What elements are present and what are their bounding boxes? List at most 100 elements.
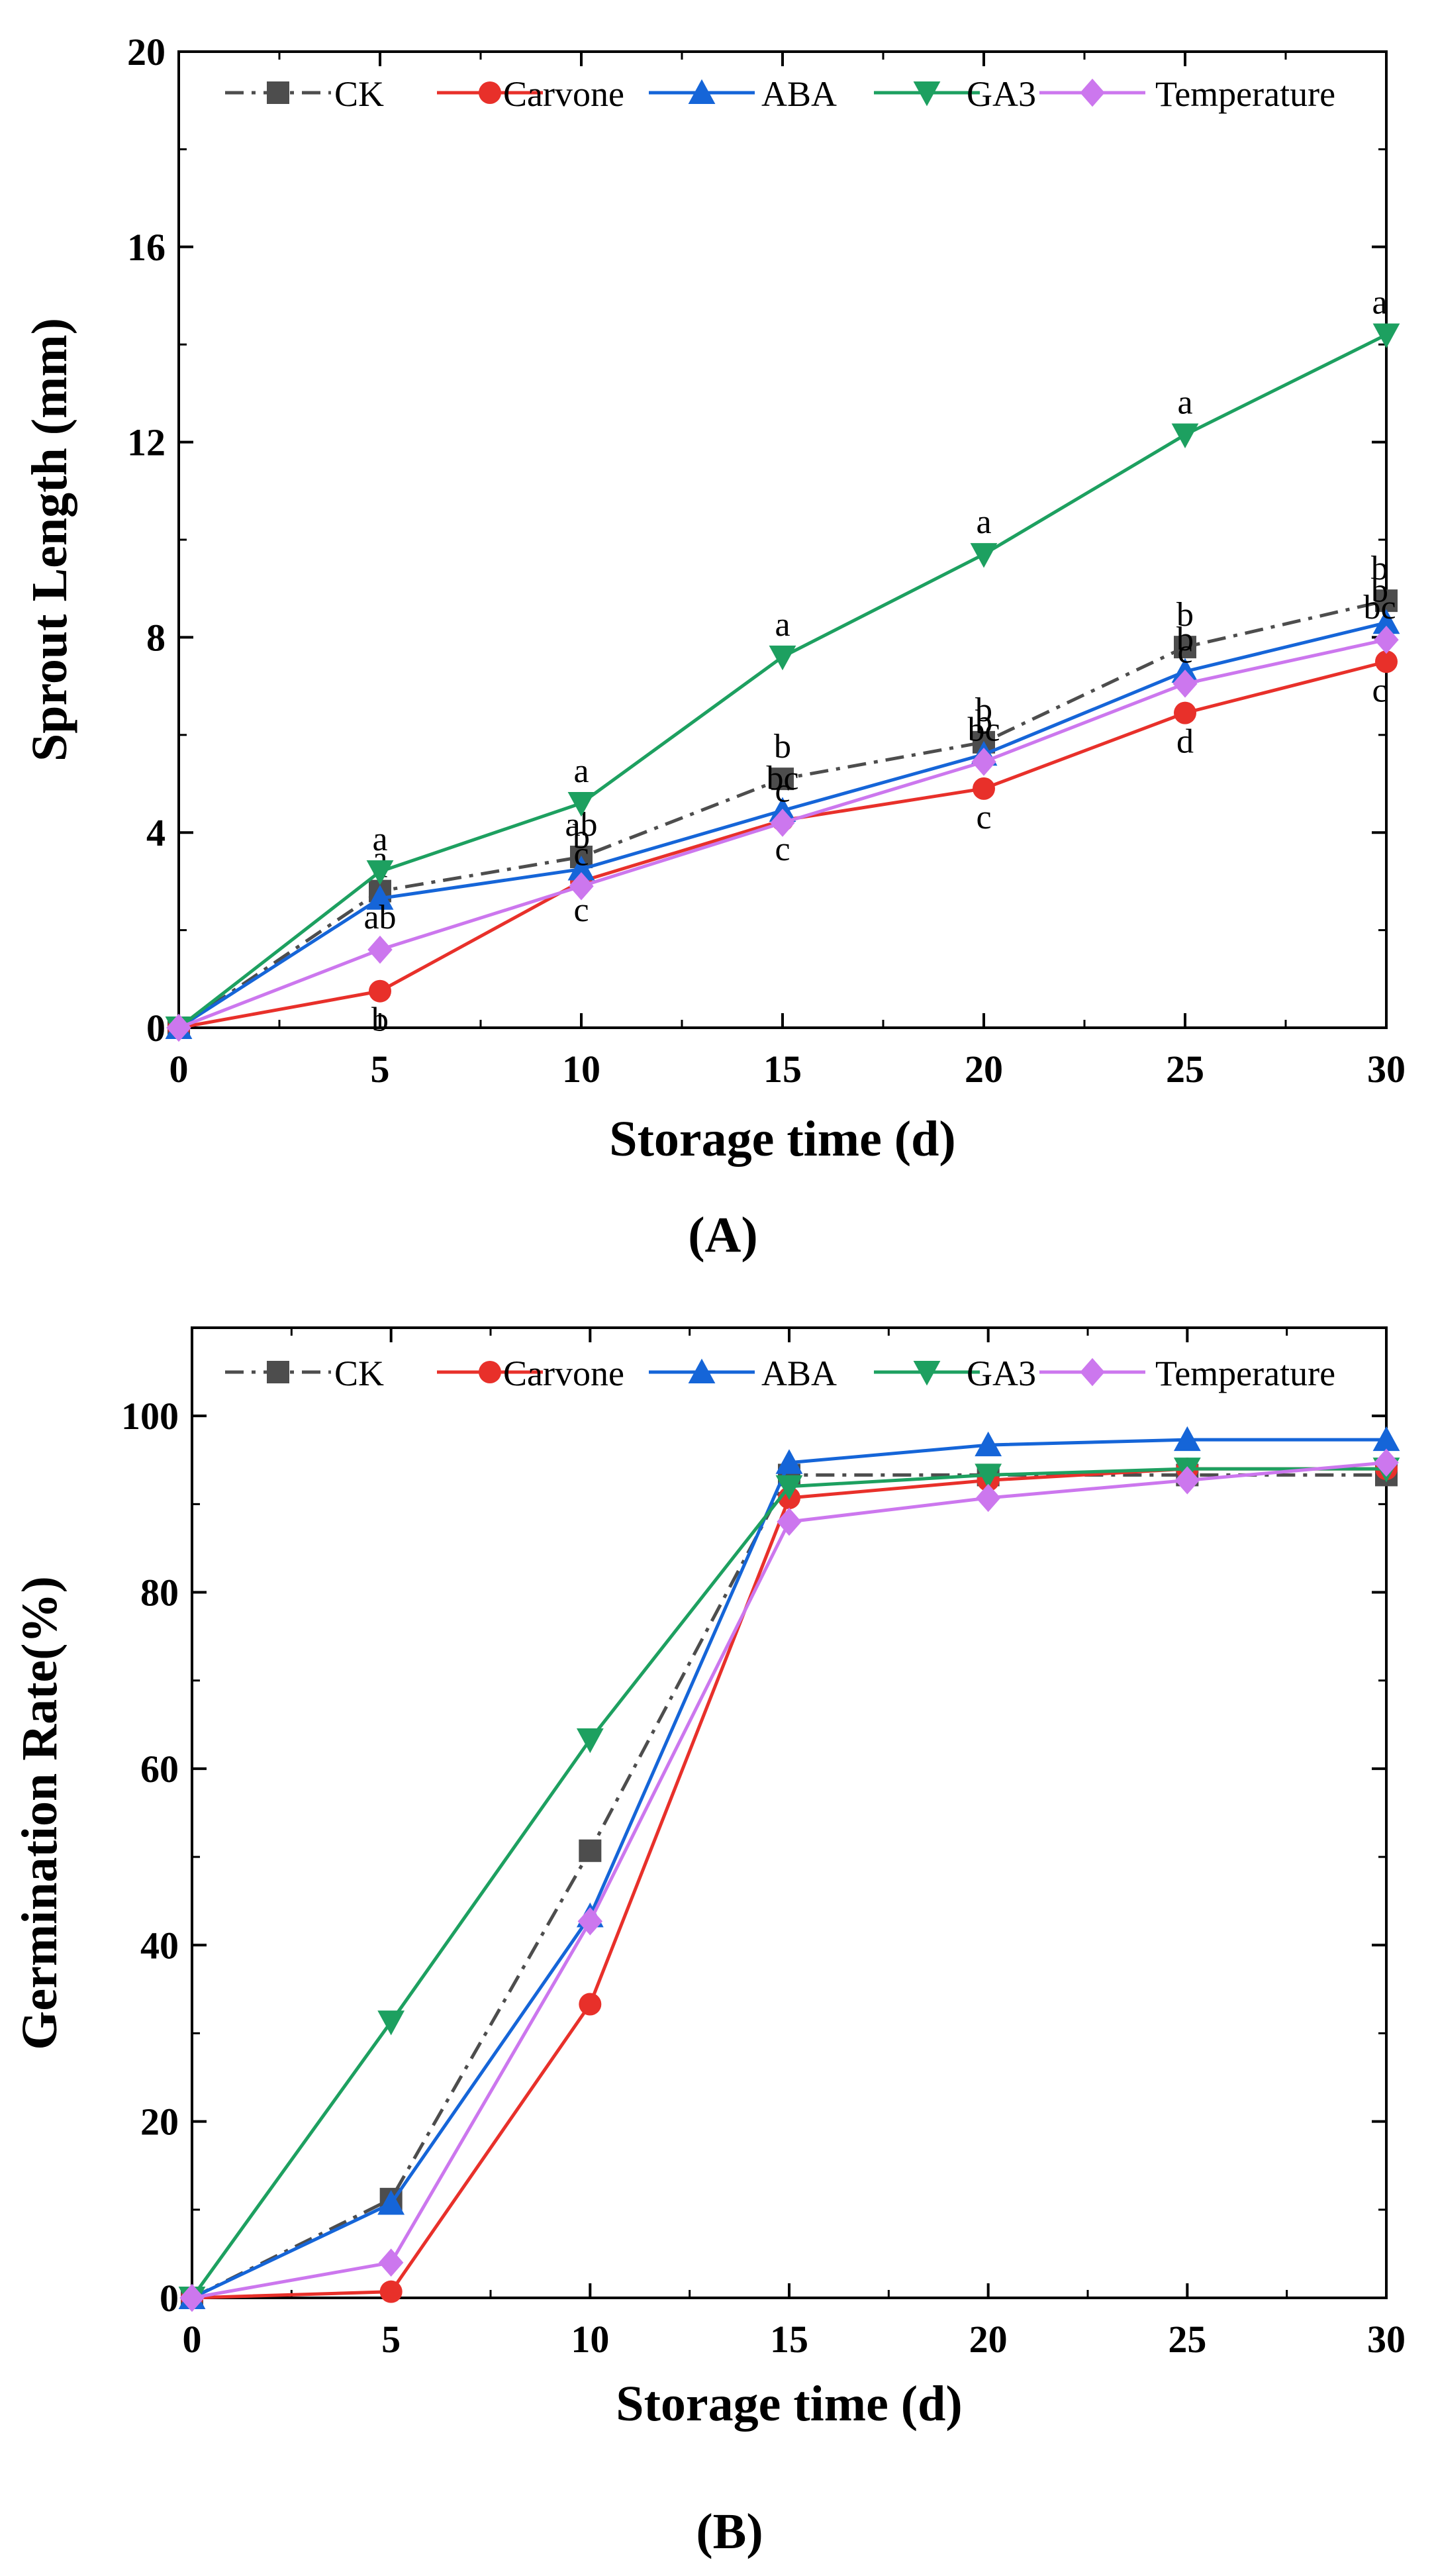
significance-letter: a <box>1177 384 1192 422</box>
x-tick-label: 10 <box>562 1048 600 1091</box>
significance-letter: c <box>775 771 790 809</box>
data-point <box>1375 589 1398 613</box>
data-point <box>769 645 796 671</box>
data-point <box>975 1431 1002 1457</box>
data-point <box>1372 1426 1400 1452</box>
y-tick-label: 40 <box>140 1924 179 1967</box>
y-tick-label: 20 <box>127 30 166 74</box>
significance-letter: a <box>976 503 991 541</box>
series-ga3: GA3 <box>178 1354 1400 2312</box>
x-tick-label: 5 <box>371 1048 390 1091</box>
data-point <box>775 1449 803 1474</box>
legend-marker <box>1080 78 1105 107</box>
series-temperature: Temperature <box>179 1354 1399 2312</box>
significance-letter: d <box>1176 723 1194 761</box>
data-point <box>770 809 795 837</box>
significance-letter: ab <box>363 899 396 936</box>
x-tick-label: 0 <box>169 1048 189 1091</box>
legend-marker <box>688 79 716 104</box>
data-point <box>1171 423 1199 448</box>
significance-letter: a <box>573 752 589 790</box>
x-tick-label: 25 <box>1168 2318 1206 2361</box>
legend-label: ABA <box>761 1354 837 1393</box>
y-tick-label: 12 <box>127 421 166 464</box>
y-tick-label: 0 <box>146 1007 166 1050</box>
data-point <box>179 2283 205 2312</box>
significance-letter: b <box>1176 596 1194 634</box>
legend-marker <box>688 1358 716 1383</box>
data-point <box>1372 323 1400 348</box>
y-tick-label: 60 <box>140 1748 179 1791</box>
legend-label: ABA <box>761 74 837 114</box>
x-tick-label: 20 <box>969 2318 1008 2361</box>
panel-label: (A) <box>688 1207 758 1263</box>
significance-letter: b <box>1371 571 1388 609</box>
data-point <box>1374 1448 1399 1477</box>
data-point <box>579 1993 602 2016</box>
data-point <box>1375 650 1398 673</box>
significance-letter: a <box>372 820 387 858</box>
data-point <box>366 885 394 910</box>
legend-marker <box>913 1361 941 1386</box>
data-point <box>579 1839 602 1862</box>
data-point <box>971 748 996 776</box>
significance-letter: bc <box>967 711 1000 748</box>
series-aba: abbcbbbABA <box>165 74 1400 1039</box>
significance-letter: b <box>774 728 791 766</box>
y-tick-label: 0 <box>160 2277 179 2320</box>
legend-label: CK <box>334 1354 384 1393</box>
significance-letter: c <box>1177 632 1192 670</box>
significance-letter: c <box>1372 671 1387 709</box>
significance-letter: b <box>371 1001 389 1039</box>
data-point <box>379 2280 403 2303</box>
significance-letter: a <box>775 606 790 644</box>
plot-frame <box>177 50 1388 1029</box>
data-point <box>577 1907 603 1936</box>
data-point <box>166 1013 191 1042</box>
data-point <box>369 979 391 1003</box>
significance-letter: bc <box>766 760 798 797</box>
y-axis-title: Sprout Length (mm) <box>22 318 77 762</box>
series-line <box>191 1461 1387 2300</box>
significance-letter: b <box>573 818 590 856</box>
legend-label: Carvone <box>503 1354 624 1393</box>
x-tick-label: 15 <box>763 1048 802 1091</box>
y-tick-label: 16 <box>127 226 166 269</box>
data-point <box>377 2010 405 2036</box>
series-line <box>191 1467 1386 2300</box>
data-point <box>377 2190 405 2215</box>
x-axis-title: Storage time (d) <box>609 1111 955 1167</box>
significance-letter: c <box>976 799 991 836</box>
x-tick-label: 15 <box>770 2318 808 2361</box>
y-tick-label: 20 <box>140 2101 179 2144</box>
legend-marker <box>267 1361 289 1383</box>
x-axis-title: Storage time (d) <box>616 2376 962 2432</box>
significance-letter: bc <box>1363 589 1396 626</box>
data-point <box>366 860 394 885</box>
y-tick-label: 80 <box>140 1571 179 1614</box>
legend-marker <box>479 1361 501 1383</box>
x-tick-label: 30 <box>1367 2318 1406 2361</box>
significance-letter: b <box>1176 620 1194 658</box>
data-point <box>569 872 594 901</box>
x-tick-label: 10 <box>571 2318 609 2361</box>
x-tick-label: 30 <box>1367 1048 1406 1091</box>
data-point <box>378 2248 404 2277</box>
y-tick-label: 100 <box>121 1395 179 1438</box>
data-point <box>567 856 595 881</box>
legend-marker <box>1080 1358 1105 1387</box>
significance-letter: c <box>775 830 790 868</box>
y-axis-title: Germination Rate(%) <box>12 1576 68 2050</box>
series-ga3: a a a a a a GA3 <box>165 74 1400 1042</box>
x-tick-label: 5 <box>381 2318 401 2361</box>
data-point <box>1372 609 1400 634</box>
x-tick-label: 25 <box>1166 1048 1204 1091</box>
x-tick-label: 20 <box>965 1048 1003 1091</box>
significance-letter: c <box>573 835 589 873</box>
significance-letter: b <box>1371 550 1388 587</box>
data-point <box>1172 669 1198 698</box>
series-line <box>177 333 1388 1029</box>
data-point <box>1174 701 1196 724</box>
